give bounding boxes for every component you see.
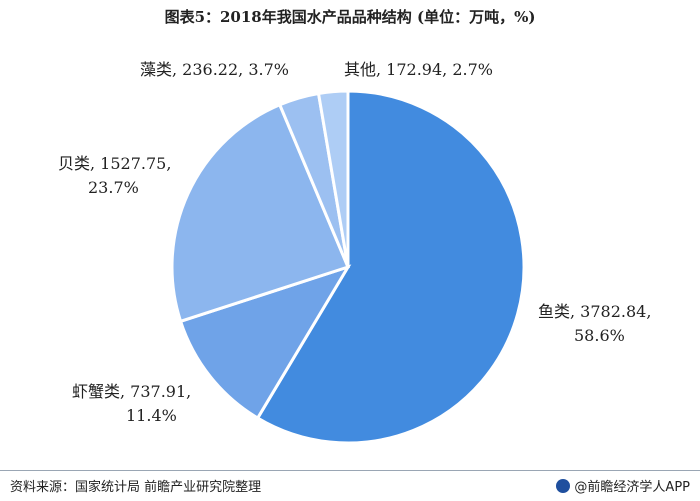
footer-divider — [0, 470, 700, 471]
pie-slice — [255, 89, 526, 445]
brand-mark: @前瞻经济学人APP — [556, 476, 690, 495]
slice-label-algae: 藻类, 236.22, 3.7% — [140, 58, 289, 82]
pie-chart — [170, 89, 526, 445]
source-note: 资料来源：国家统计局 前瞻产业研究院整理 — [10, 480, 262, 495]
slice-label-fish: 鱼类, 3782.84, 58.6% — [538, 300, 651, 348]
slice-label-shrimp-crab: 虾蟹类, 737.91, 11.4% — [72, 380, 191, 428]
chart-title: 图表5：2018年我国水产品品种结构 (单位：万吨，%) — [164, 8, 536, 26]
brand-text: @前瞻经济学人APP — [574, 480, 690, 495]
slice-label-shellfish-line1: 贝类, 1527.75, — [58, 154, 172, 173]
pie-slice — [316, 89, 350, 268]
slice-label-shellfish: 贝类, 1527.75, 23.7% — [58, 152, 171, 200]
slice-label-other-line1: 其他, 172.94, 2.7% — [344, 60, 493, 79]
pie-slice — [170, 102, 351, 324]
brand-logo-icon — [556, 478, 571, 493]
slice-label-shrimp-crab-line1: 虾蟹类, 737.91, — [72, 382, 192, 401]
slice-label-fish-line1: 鱼类, 3782.84, — [538, 302, 652, 321]
slice-label-other: 其他, 172.94, 2.7% — [344, 58, 493, 82]
slice-label-shrimp-crab-line2: 11.4% — [126, 406, 177, 425]
slice-label-algae-line1: 藻类, 236.22, 3.7% — [140, 60, 289, 79]
slice-label-fish-line2: 58.6% — [574, 326, 625, 345]
slice-label-shellfish-line2: 23.7% — [88, 178, 139, 197]
pie-slice — [178, 264, 352, 421]
